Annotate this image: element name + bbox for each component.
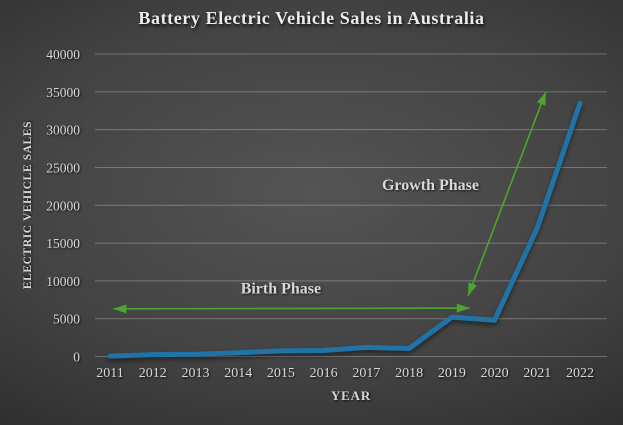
x-tick-label: 2017 [352,366,380,381]
x-tick-label: 2015 [267,366,295,381]
y-tick-label: 5000 [53,312,80,327]
sales-line [107,100,583,359]
x-tick-label: 2011 [96,366,123,381]
y-tick-label: 25000 [46,160,80,175]
y-tick-label: 40000 [46,47,80,62]
y-tick-label: 35000 [46,85,80,100]
x-tick-label: 2014 [224,366,252,381]
growth-phase-label: Growth Phase [382,177,479,194]
birth-phase-arrowhead [113,304,127,314]
y-tick-label: 30000 [46,123,80,138]
y-tick-label: 10000 [46,274,80,289]
birth-phase-arrowhead [456,303,470,313]
x-tick-label: 2022 [566,366,594,381]
growth-phase-arrow [467,91,547,297]
gridlines-group [95,53,607,357]
y-tick-label: 15000 [46,236,80,251]
x-tick-label: 2013 [181,366,209,381]
growth-phase-arrowhead [468,282,477,296]
birth-phase-label: Birth Phase [241,280,321,297]
chart-title: Battery Electric Vehicle Sales in Austra… [138,8,485,28]
growth-phase-arrow-line [467,91,547,297]
birth-phase-arrow [113,303,470,314]
y-tick-label: 0 [73,350,80,365]
y-tick-labels: 0 5000 10000 15000 20000 25000 30000 35000 40000 [46,47,80,365]
growth-phase-arrowhead [537,91,546,106]
y-tick-label: 20000 [46,198,80,213]
x-axis-title: YEAR [330,388,372,403]
x-tick-label: 2019 [438,366,466,381]
x-tick-labels: 2011 2012 2013 2014 2015 2016 2017 2018 2019 2020… [96,366,594,381]
x-tick-label: 2021 [523,366,551,381]
x-tick-label: 2018 [395,366,423,381]
birth-phase-arrow-line [113,307,470,310]
x-tick-label: 2016 [310,366,338,381]
x-tick-label: 2020 [481,366,509,381]
x-tick-label: 2012 [139,366,167,381]
